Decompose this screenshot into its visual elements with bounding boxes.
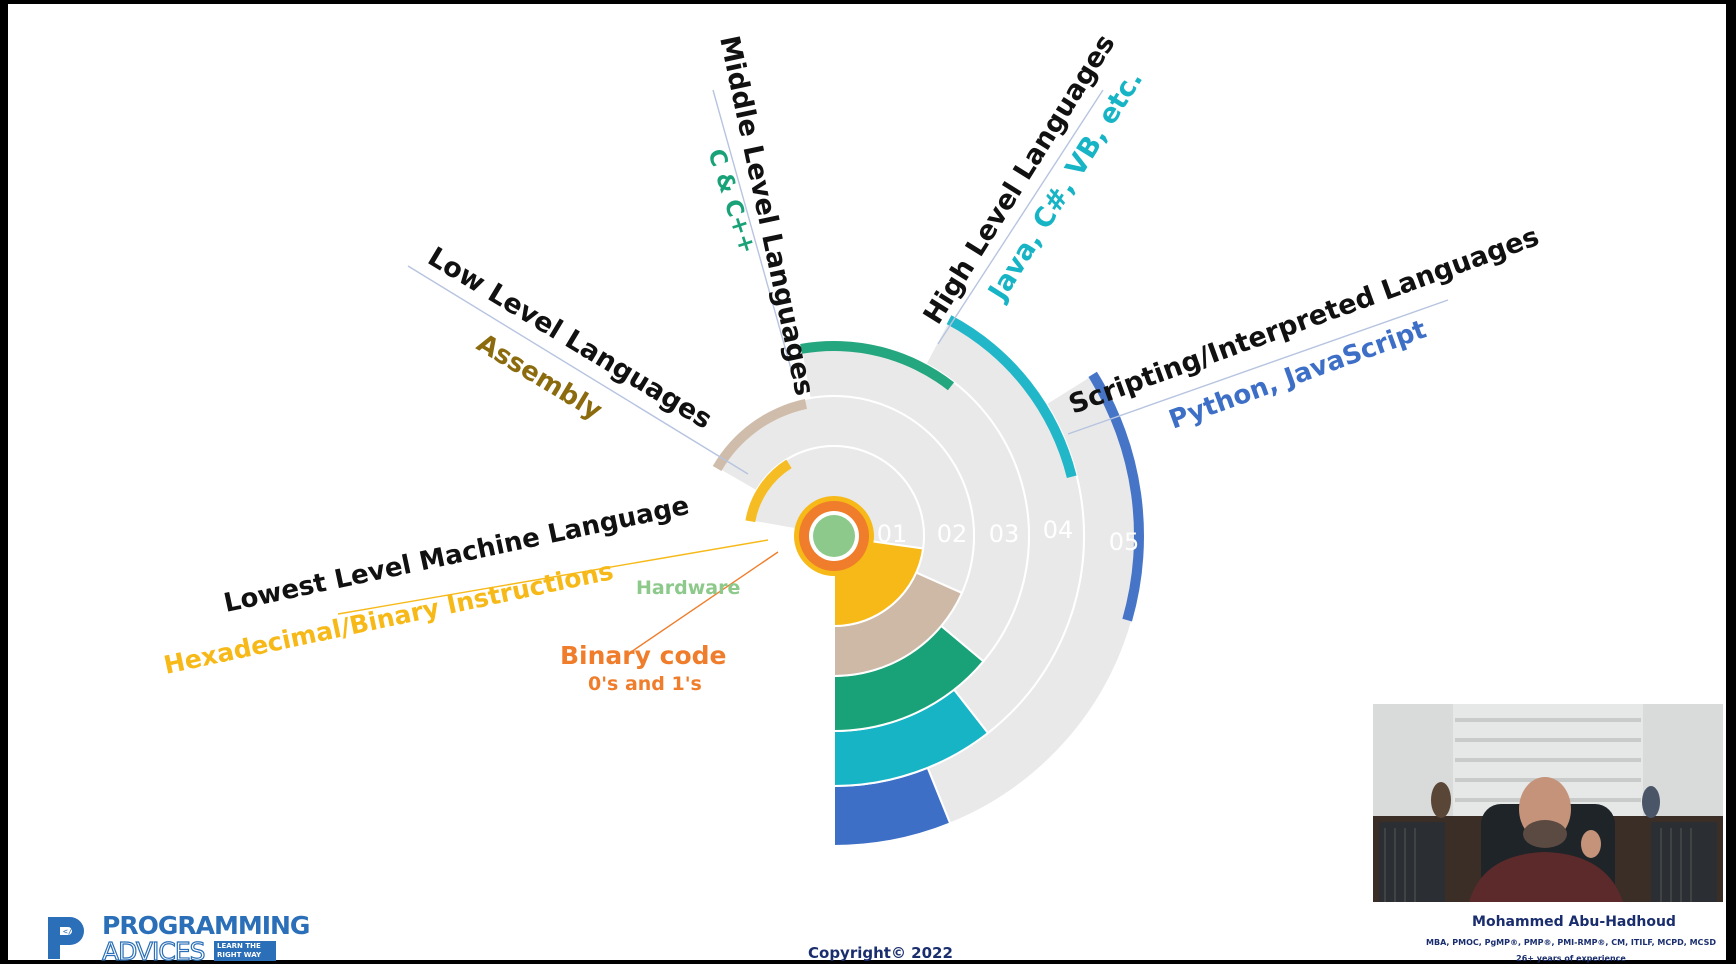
ring-number-04: 04 [1043,516,1074,544]
copyright-text: Copyright© 2022 [808,944,953,962]
presenter-credentials: MBA, PMOC, PgMP®, PMP®, PMI-RMP®, CM, IT… [1426,938,1716,947]
hardware-label: Hardware [636,577,740,599]
logo-line2: ADVICES [101,936,206,964]
logo-line1: PROGRAMMING [102,911,310,940]
ring-accent-02 [712,399,807,471]
presenter-webcam [1373,704,1723,902]
presenter-name: Mohammed Abu-Hadhoud [1472,914,1676,930]
leader-line [937,89,1104,345]
ring-accent-03 [800,341,955,391]
ring-number-02: 02 [937,520,968,548]
language-levels-diagram: Scripting/Interpreted Languages Python, … [161,29,1543,848]
leader-line [1067,299,1449,435]
ring-accent-04 [946,315,1077,478]
logo-p-icon: </> [48,917,84,959]
presenter-video-image [1373,704,1723,902]
presenter-experience: 26+ years of experience [1516,954,1626,963]
binary-code-label: Binary code [560,641,726,670]
ring-accent-05 [1088,371,1144,622]
leader-line [337,539,769,615]
ring-number-05: 05 [1109,528,1140,556]
core-hardware [813,515,855,557]
ring-number-03: 03 [989,520,1020,548]
leader-line [627,551,779,655]
slide: Scripting/Interpreted Languages Python, … [8,4,1726,964]
ring-number-01: 01 [877,520,908,548]
level-05-title: Scripting/Interpreted Languages [1065,221,1543,420]
ring-accent-01 [745,459,792,523]
binary-code-sublabel: 0's and 1's [588,673,702,695]
logo-tagline: LEARN THE RIGHT WAY [214,941,276,961]
leader-line [407,265,749,475]
leader-line [712,89,794,377]
svg-text:</>: </> [63,927,78,936]
programming-advices-logo: </> PROGRAMMING ADVICES LEARN THE RIGHT … [44,909,310,964]
